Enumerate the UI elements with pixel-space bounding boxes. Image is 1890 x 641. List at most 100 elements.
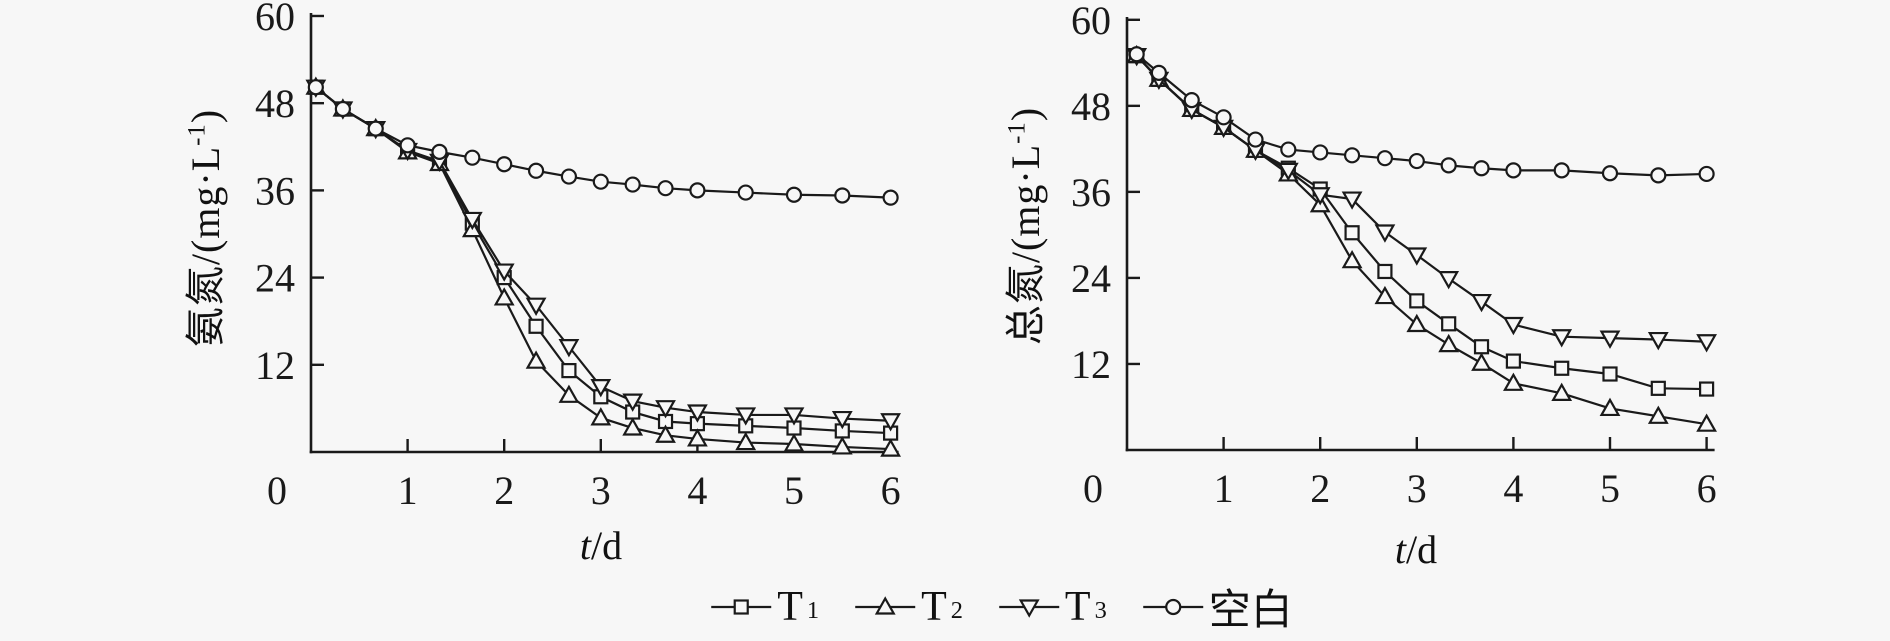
circle-marker-icon bbox=[1141, 593, 1205, 621]
circle-marker-icon bbox=[1164, 598, 1181, 615]
circle-marker-icon bbox=[737, 184, 754, 201]
circle-marker-icon bbox=[1553, 162, 1570, 179]
circle-marker-icon bbox=[1312, 144, 1329, 161]
triangle-down-marker-icon bbox=[1406, 247, 1428, 266]
triangle-down-marker-icon bbox=[558, 339, 580, 358]
triangle-down-marker-icon bbox=[1647, 331, 1669, 351]
triangle-down-marker-icon bbox=[831, 410, 853, 430]
left-x-axis-title-var: t bbox=[579, 523, 591, 568]
circle-marker-icon bbox=[496, 156, 513, 173]
circle-marker-icon bbox=[834, 187, 851, 204]
circle-marker-icon bbox=[334, 100, 351, 118]
legend-item-blank: 空白 bbox=[1141, 576, 1297, 637]
triangle-down-marker-icon bbox=[590, 378, 612, 398]
triangle-down-marker-icon bbox=[1341, 191, 1363, 210]
legend-triangle-up-swatch bbox=[855, 595, 916, 615]
circle-marker-icon bbox=[882, 189, 899, 206]
triangle-up-marker-icon bbox=[1551, 382, 1573, 401]
ammonia-nitrogen-y-tick-label: 48 bbox=[255, 81, 295, 126]
triangle-down-marker-icon bbox=[655, 400, 676, 419]
triangle-up-marker-icon bbox=[831, 436, 853, 455]
circle-marker-icon bbox=[367, 120, 384, 137]
ammonia-nitrogen-origin-label: 0 bbox=[267, 468, 287, 513]
triangle-down-marker-icon bbox=[687, 404, 708, 423]
circle-marker-icon bbox=[399, 137, 416, 154]
circle-marker-icon bbox=[1280, 141, 1297, 158]
left-y-axis-title: 氨氮/(mg·L-1) bbox=[173, 109, 231, 347]
triangle-up-marker-icon bbox=[880, 438, 901, 457]
triangle-down-marker-icon bbox=[1374, 224, 1396, 243]
circle-marker-icon bbox=[1408, 152, 1425, 170]
square-marker-icon bbox=[1409, 293, 1425, 309]
triangle-up-marker-icon bbox=[1438, 333, 1460, 353]
triangle-up-marker-icon bbox=[853, 593, 917, 621]
right-x-axis-title-var: t bbox=[1394, 527, 1406, 572]
triangle-down-marker-icon bbox=[1503, 316, 1524, 336]
triangle-up-marker-icon bbox=[1374, 285, 1396, 305]
circle-marker-icon bbox=[624, 176, 641, 193]
triangle-up-marker-icon bbox=[590, 407, 612, 426]
circle-marker-icon bbox=[1698, 165, 1715, 183]
circle-marker-icon bbox=[689, 182, 706, 199]
circle-marker-icon bbox=[527, 162, 545, 179]
circle-marker-icon bbox=[1215, 109, 1232, 126]
square-marker-icon bbox=[1650, 380, 1666, 396]
ammonia-nitrogen-x-tick-label: 4 bbox=[687, 468, 707, 513]
ammonia-nitrogen-series-triangle-down-line bbox=[315, 86, 891, 422]
total-nitrogen-y-tick-label: 36 bbox=[1071, 170, 1111, 215]
ammonia-nitrogen-y-tick-label: 36 bbox=[255, 168, 295, 213]
triangle-down-marker-icon bbox=[1018, 598, 1040, 618]
square-marker-icon bbox=[1602, 366, 1618, 382]
triangle-up-marker-icon bbox=[1647, 405, 1669, 424]
ammonia-nitrogen-x-tick-label: 1 bbox=[398, 468, 418, 513]
square-marker-icon bbox=[733, 598, 749, 615]
left-y-axis-title-text: 氨氮/(mg·L bbox=[183, 145, 228, 348]
left-y-axis-title-close: ) bbox=[183, 108, 228, 124]
circle-marker-icon bbox=[431, 143, 448, 160]
total-nitrogen-y-tick-label: 24 bbox=[1071, 256, 1111, 301]
right-y-axis-title-text: 总氮/(mg·L bbox=[1003, 143, 1048, 346]
right-y-axis-title-sup: -1 bbox=[1003, 121, 1031, 144]
left-x-axis-title: t/d bbox=[580, 522, 622, 569]
triangle-up-marker-icon bbox=[1696, 413, 1717, 432]
triangle-up-marker-icon bbox=[1599, 397, 1621, 417]
triangle-down-marker-icon bbox=[1696, 334, 1717, 353]
triangle-up-marker-icon bbox=[655, 424, 676, 443]
triangle-up-marker-icon bbox=[493, 287, 515, 306]
legend-label-t1: T bbox=[777, 583, 803, 630]
circle-marker-icon bbox=[560, 168, 578, 185]
ammonia-nitrogen-x-tick-label: 2 bbox=[494, 468, 514, 513]
ammonia-nitrogen-y-tick-label: 60 bbox=[255, 0, 295, 39]
legend-label-t1-sub: 1 bbox=[806, 597, 820, 625]
triangle-down-marker-icon bbox=[880, 413, 901, 432]
triangle-up-marker-icon bbox=[1341, 249, 1363, 269]
circle-marker-icon bbox=[1343, 147, 1361, 164]
circle-marker-icon bbox=[1183, 92, 1200, 109]
triangle-down-marker-icon bbox=[1471, 293, 1492, 313]
triangle-up-marker-icon bbox=[1406, 313, 1428, 333]
triangle-down-marker-icon bbox=[1277, 162, 1299, 182]
triangle-up-marker-icon bbox=[783, 433, 805, 452]
triangle-down-marker-icon bbox=[525, 297, 547, 316]
right-y-axis-title-close: ) bbox=[1003, 106, 1048, 122]
triangle-up-marker-icon bbox=[1471, 352, 1492, 371]
circle-marker-icon bbox=[1376, 150, 1394, 167]
ammonia-nitrogen-y-tick-label: 24 bbox=[255, 256, 295, 301]
circle-marker-icon bbox=[1247, 131, 1264, 148]
triangle-up-marker-icon bbox=[735, 431, 757, 451]
circle-marker-icon bbox=[1601, 165, 1619, 182]
triangle-down-marker-icon bbox=[783, 407, 805, 426]
circle-marker-icon bbox=[464, 149, 481, 166]
ammonia-nitrogen-x-tick-label: 5 bbox=[784, 468, 804, 513]
triangle-down-marker-icon bbox=[461, 211, 483, 231]
legend-label-blank: 空白 bbox=[1208, 588, 1293, 634]
circle-marker-icon bbox=[1650, 167, 1667, 184]
legend-label-t2: T bbox=[921, 583, 947, 630]
square-marker-icon bbox=[709, 593, 773, 621]
